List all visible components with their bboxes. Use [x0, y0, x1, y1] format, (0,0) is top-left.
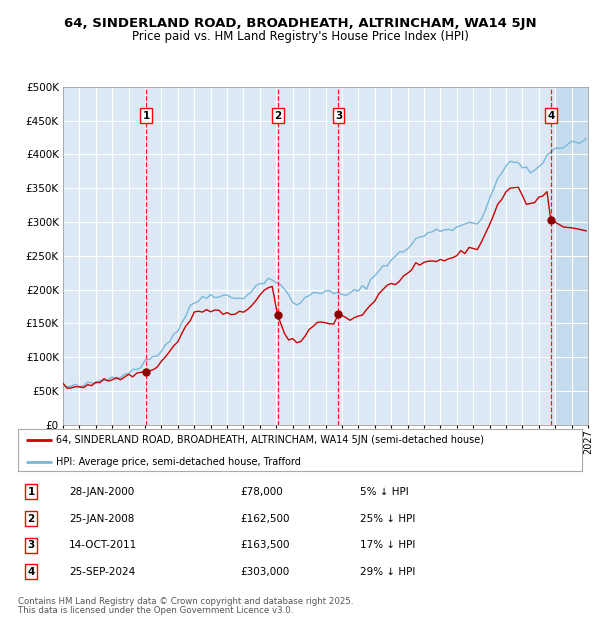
Text: 4: 4: [28, 567, 35, 577]
Text: 2: 2: [28, 513, 35, 524]
Text: £78,000: £78,000: [240, 487, 283, 497]
Bar: [555, 87, 588, 425]
Text: Price paid vs. HM Land Registry's House Price Index (HPI): Price paid vs. HM Land Registry's House …: [131, 30, 469, 43]
Text: 5% ↓ HPI: 5% ↓ HPI: [360, 487, 409, 497]
Text: This data is licensed under the Open Government Licence v3.0.: This data is licensed under the Open Gov…: [18, 606, 293, 615]
Text: 28-JAN-2000: 28-JAN-2000: [69, 487, 134, 497]
Text: 2: 2: [274, 110, 281, 120]
Text: 3: 3: [28, 540, 35, 551]
Text: 14-OCT-2011: 14-OCT-2011: [69, 540, 137, 551]
Text: £163,500: £163,500: [240, 540, 290, 551]
Text: HPI: Average price, semi-detached house, Trafford: HPI: Average price, semi-detached house,…: [56, 456, 301, 466]
Text: 25-SEP-2024: 25-SEP-2024: [69, 567, 135, 577]
Text: 1: 1: [28, 487, 35, 497]
Text: £303,000: £303,000: [240, 567, 289, 577]
Text: 25% ↓ HPI: 25% ↓ HPI: [360, 513, 415, 524]
Text: £162,500: £162,500: [240, 513, 290, 524]
Text: 25-JAN-2008: 25-JAN-2008: [69, 513, 134, 524]
Text: Contains HM Land Registry data © Crown copyright and database right 2025.: Contains HM Land Registry data © Crown c…: [18, 597, 353, 606]
Text: 64, SINDERLAND ROAD, BROADHEATH, ALTRINCHAM, WA14 5JN (semi-detached house): 64, SINDERLAND ROAD, BROADHEATH, ALTRINC…: [56, 435, 484, 445]
Text: 17% ↓ HPI: 17% ↓ HPI: [360, 540, 415, 551]
Text: 29% ↓ HPI: 29% ↓ HPI: [360, 567, 415, 577]
Text: 3: 3: [335, 110, 342, 120]
Text: 4: 4: [547, 110, 554, 120]
Text: 64, SINDERLAND ROAD, BROADHEATH, ALTRINCHAM, WA14 5JN: 64, SINDERLAND ROAD, BROADHEATH, ALTRINC…: [64, 17, 536, 30]
Text: 1: 1: [143, 110, 150, 120]
